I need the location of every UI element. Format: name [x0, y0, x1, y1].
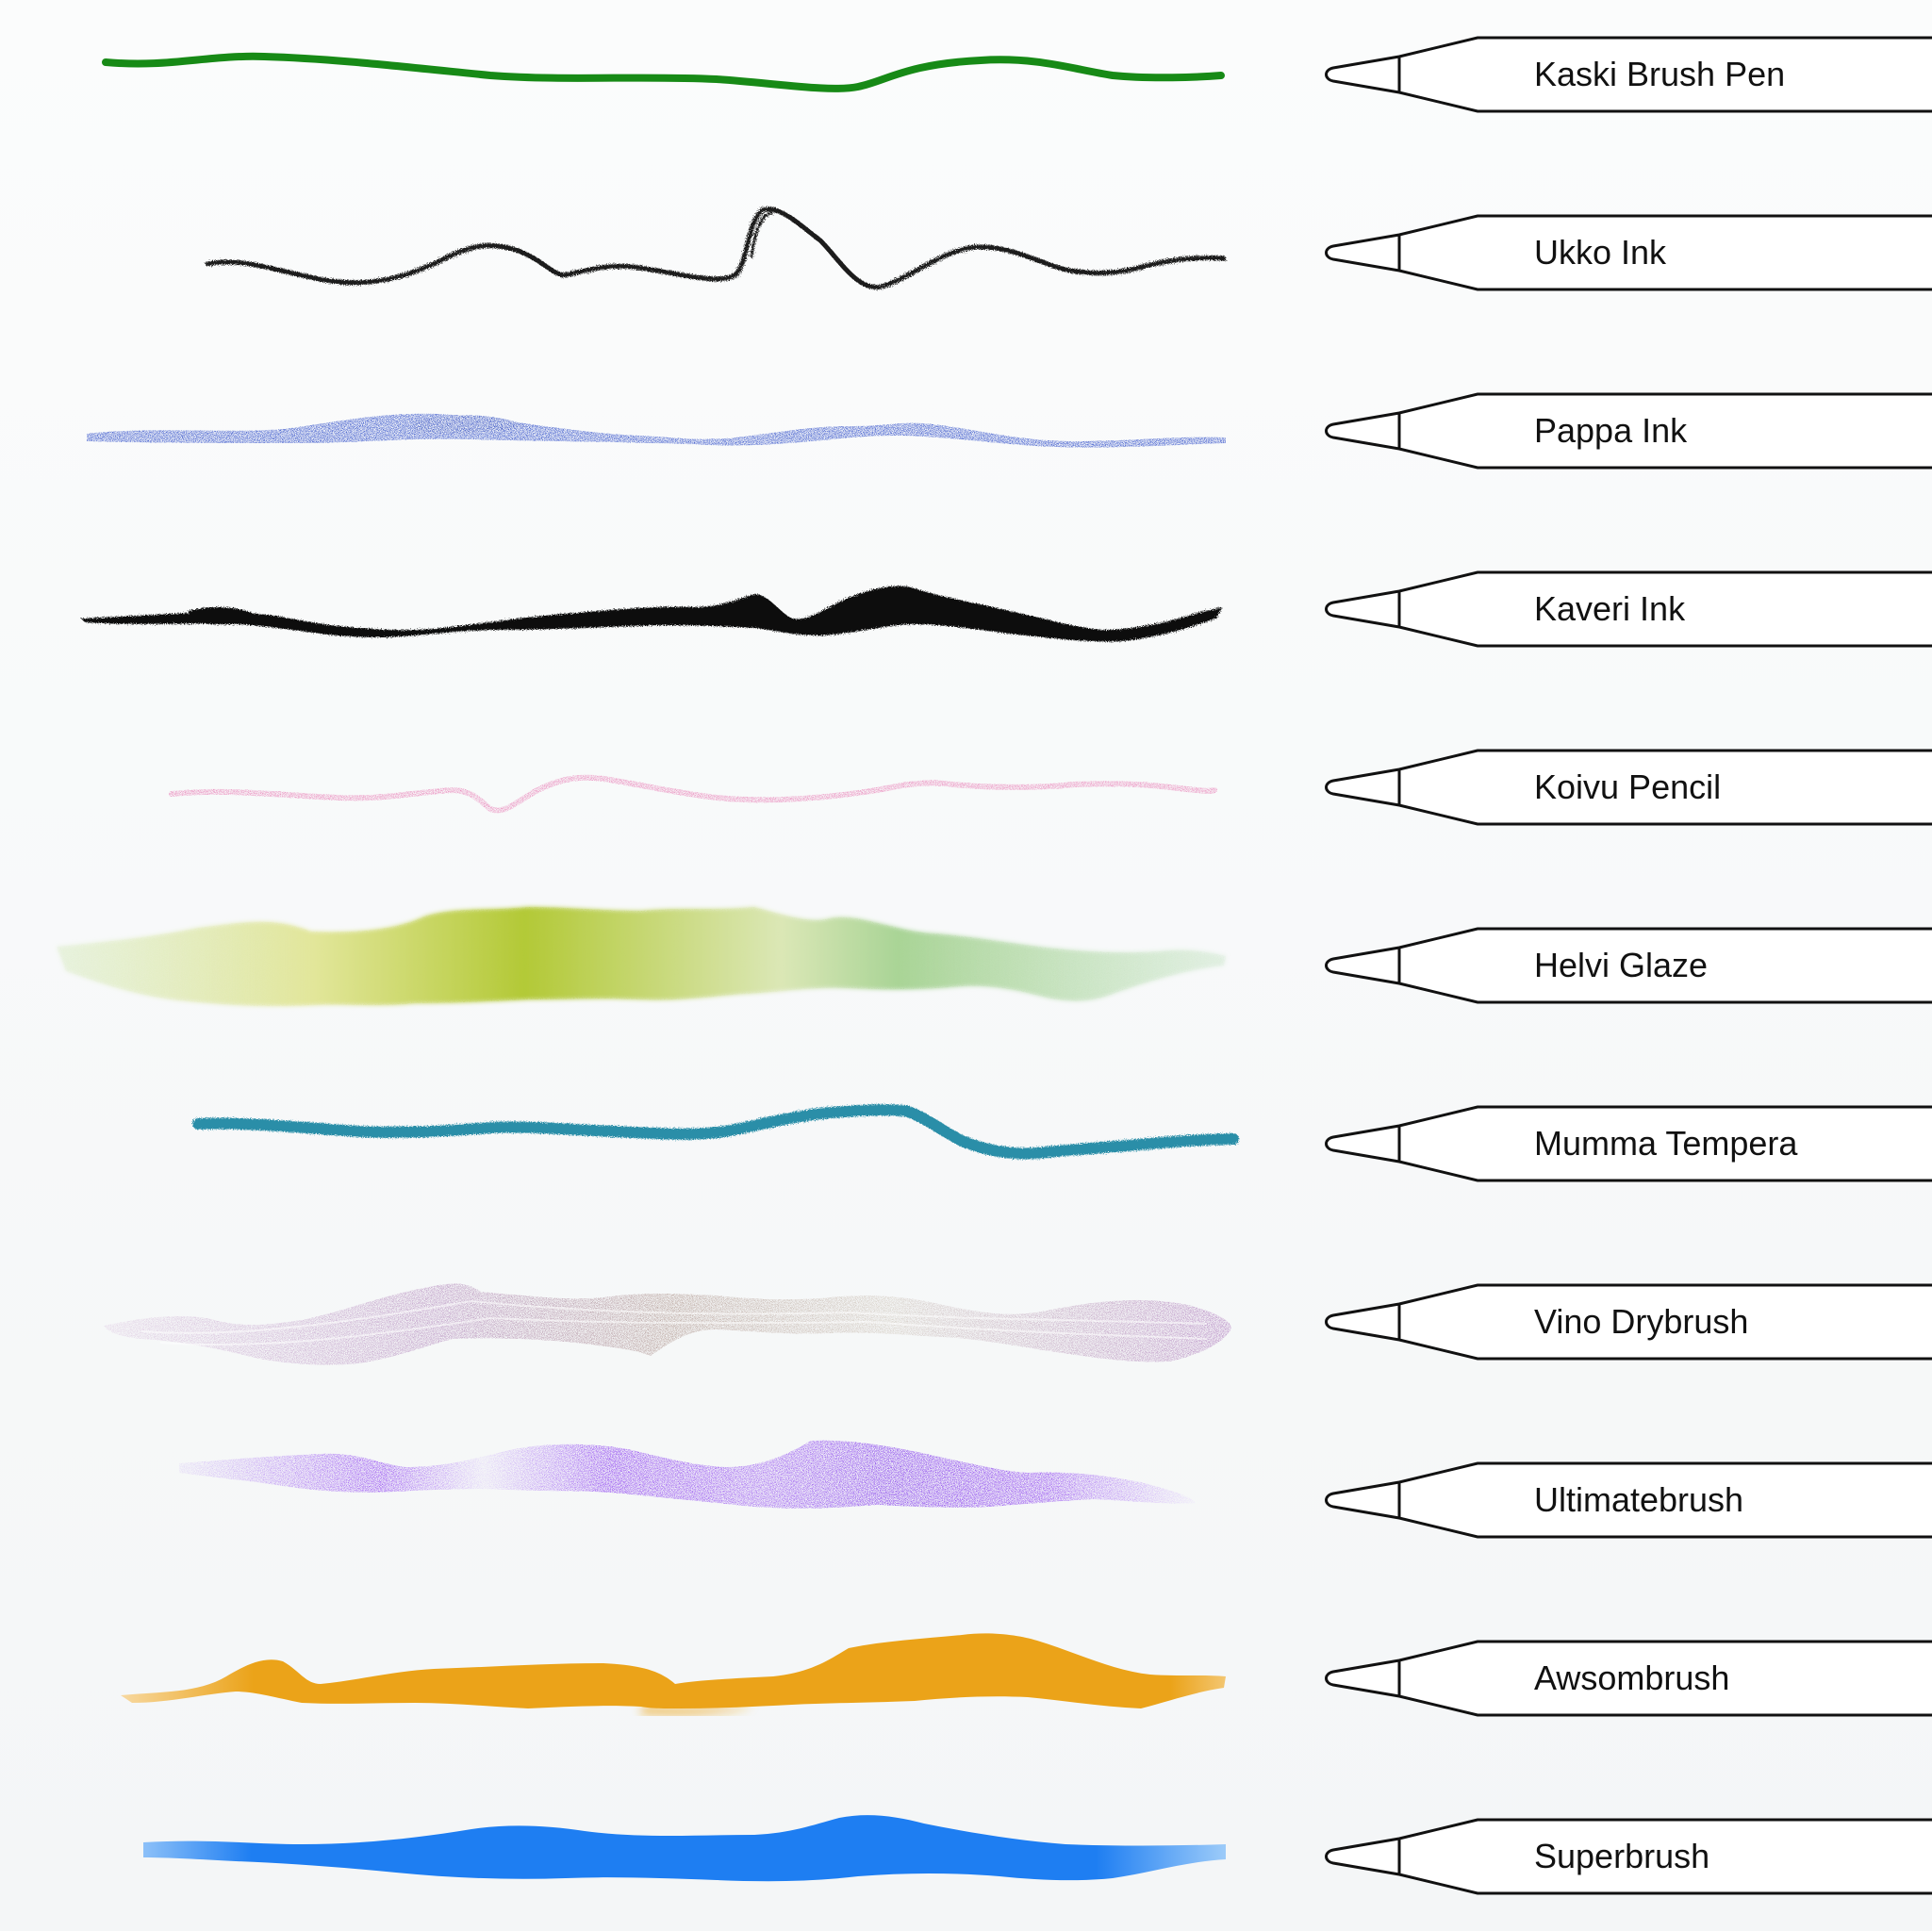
pencil-ukko-ink[interactable]: Ukko Ink [1320, 214, 1932, 291]
pencil-outline-icon [1325, 1640, 1932, 1717]
pencil-outline-icon [1325, 1818, 1932, 1895]
pencil-label: Pappa Ink [1534, 411, 1688, 450]
pencil-helvi-glaze[interactable]: Helvi Glaze [1320, 927, 1932, 1004]
stroke-awsombrush [121, 1633, 1226, 1716]
pencil-outline-icon [1325, 1461, 1932, 1539]
pencil-outline-icon [1325, 570, 1932, 648]
pencil-outline-icon [1325, 36, 1932, 113]
stroke-vino-drybrush [104, 1283, 1231, 1365]
pencil-label: Kaveri Ink [1534, 589, 1686, 628]
pencil-outline-icon [1325, 927, 1932, 1004]
stroke-kaski-brush-pen [102, 52, 1225, 92]
pencil-label: Helvi Glaze [1534, 946, 1709, 984]
stroke-helvi-glaze [57, 907, 1226, 1006]
pencil-mumma-tempera[interactable]: Mumma Tempera [1320, 1105, 1932, 1182]
pencil-outline-icon [1325, 1283, 1932, 1361]
stroke-ukko-ink [205, 206, 1227, 290]
pencil-label: Vino Drybrush [1534, 1302, 1749, 1341]
stroke-superbrush [143, 1815, 1226, 1882]
pencil-label: Koivu Pencil [1534, 767, 1722, 806]
pencil-ultimatebrush[interactable]: Ultimatebrush [1320, 1461, 1932, 1539]
pencil-awsombrush[interactable]: Awsombrush [1320, 1640, 1932, 1717]
stroke-pappa-ink [87, 413, 1226, 448]
pencil-vino-drybrush[interactable]: Vino Drybrush [1320, 1283, 1932, 1361]
pencil-pappa-ink[interactable]: Pappa Ink [1320, 392, 1932, 470]
pencil-outline-icon [1325, 1105, 1932, 1182]
pencil-label: Mumma Tempera [1534, 1124, 1798, 1163]
pencil-label: Kaski Brush Pen [1534, 55, 1786, 93]
pencil-label: Ultimatebrush [1534, 1480, 1744, 1519]
pencil-label: Ukko Ink [1534, 233, 1667, 272]
pencil-koivu-pencil[interactable]: Koivu Pencil [1320, 749, 1932, 826]
pencil-label: Superbrush [1534, 1837, 1710, 1875]
pencil-kaski-brush-pen[interactable]: Kaski Brush Pen [1320, 36, 1932, 113]
pencil-outline-icon [1325, 214, 1932, 291]
pencil-outline-icon [1325, 749, 1932, 826]
pencil-label: Awsombrush [1534, 1659, 1730, 1697]
stroke-ultimatebrush [179, 1440, 1196, 1509]
stroke-mumma-tempera [192, 1104, 1239, 1160]
stroke-kaveri-ink [81, 586, 1222, 642]
pencil-outline-icon [1325, 392, 1932, 470]
pencil-superbrush[interactable]: Superbrush [1320, 1818, 1932, 1895]
pencil-kaveri-ink[interactable]: Kaveri Ink [1320, 570, 1932, 648]
stroke-koivu-pencil [169, 774, 1217, 814]
